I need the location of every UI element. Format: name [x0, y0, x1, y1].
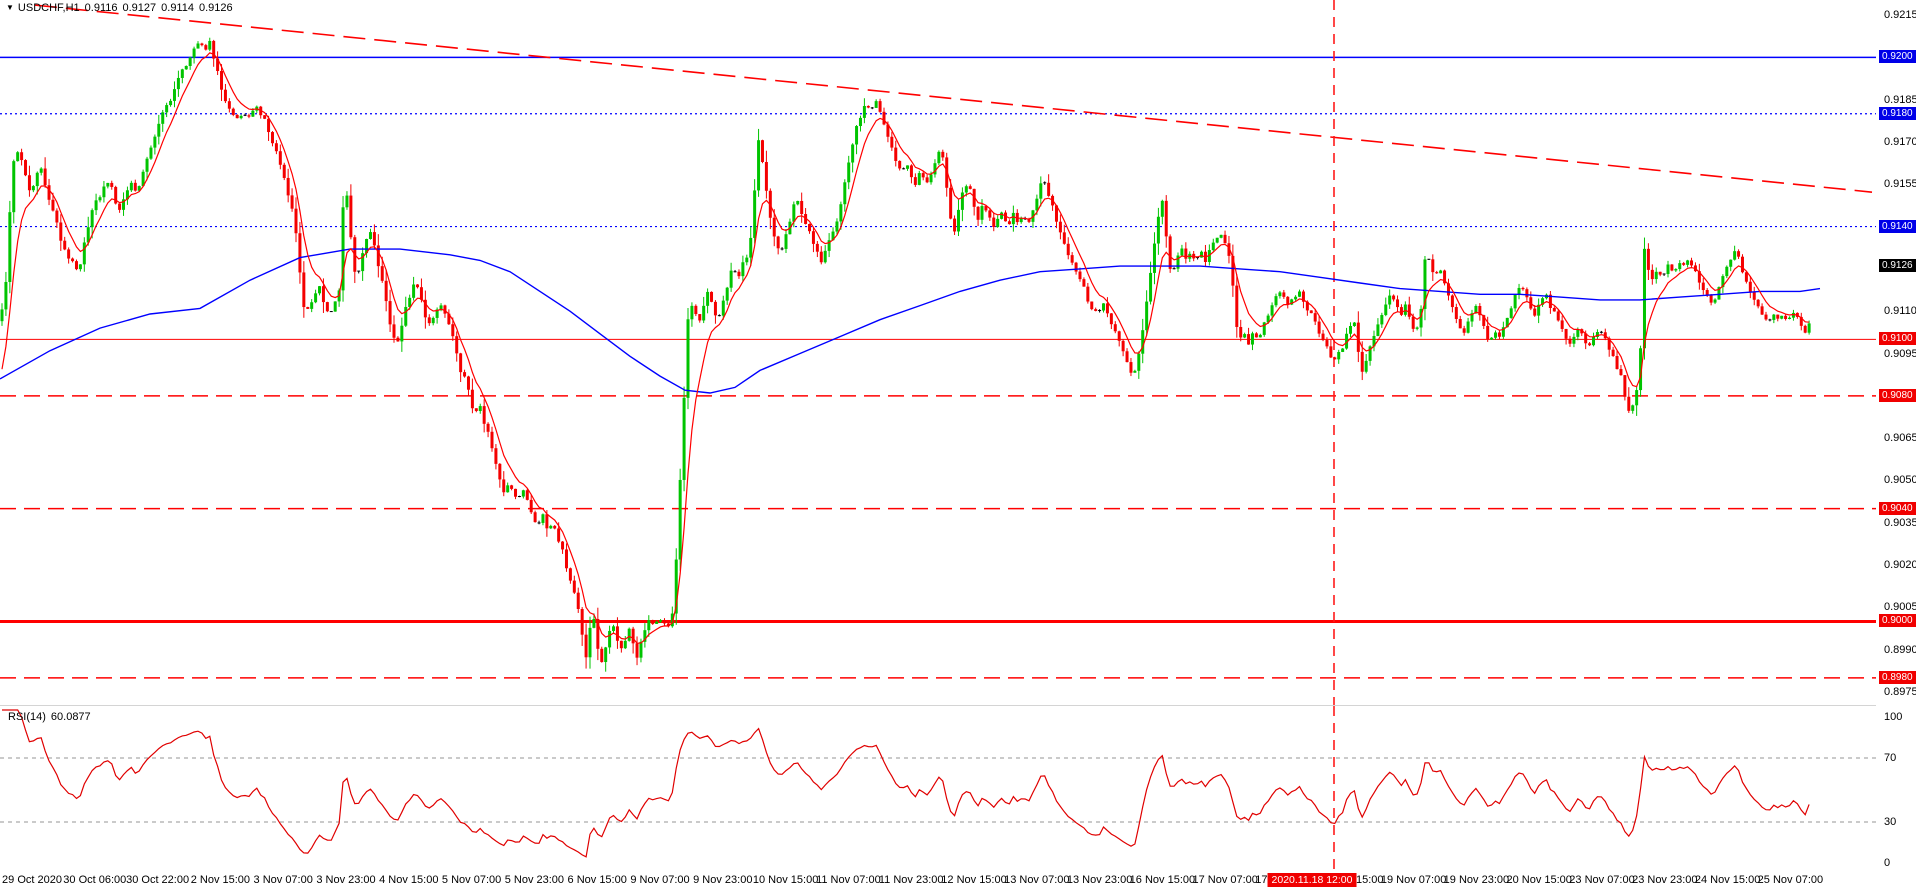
- price-axis-label: 0.9035: [1884, 516, 1916, 529]
- time-axis-label: 29 Oct 2020: [2, 874, 62, 886]
- rsi-axis-label: 100: [1884, 711, 1903, 723]
- time-axis-label: 9 Nov 07:00: [630, 874, 690, 886]
- time-axis-label: 13 Nov 23:00: [1066, 874, 1133, 886]
- time-axis-label: 24 Nov 15:00: [1694, 874, 1761, 886]
- ma-fast-line[interactable]: [1, 52, 1810, 644]
- price-level-badge-0.9180: 0.9180: [1879, 106, 1916, 120]
- ohlc-high: 0.9127: [122, 2, 157, 14]
- price-axis-label: 0.8990: [1884, 643, 1916, 656]
- price-axis-label: 0.9020: [1884, 559, 1916, 572]
- time-axis-label: 30 Oct 22:00: [126, 874, 190, 886]
- price-level-badge-0.9000: 0.9000: [1879, 614, 1916, 628]
- price-axis-label: 0.8975: [1884, 686, 1916, 699]
- time-axis-label: 11 Nov 07:00: [816, 874, 881, 886]
- time-axis-label: 3 Nov 23:00: [316, 874, 376, 886]
- time-axis-label: 30 Oct 06:00: [63, 874, 127, 886]
- time-axis-label: 5 Nov 23:00: [504, 874, 565, 886]
- time-axis-label: 19 Nov 23:00: [1443, 874, 1510, 886]
- ohlc-low: 0.9114: [161, 2, 194, 14]
- price-axis[interactable]: 0.9215 0.9185 0.9170 0.9155 0.9110 0.9095 0.90…: [1876, 0, 1916, 871]
- rsi-line: [2, 709, 1810, 858]
- current-price-badge: 0.9126: [1879, 259, 1916, 273]
- rsi-axis-label: 70: [1884, 752, 1897, 764]
- price-axis-label: 0.9170: [1884, 135, 1916, 148]
- price-levels-layer: [0, 56, 1876, 679]
- price-level-badge-0.9080: 0.9080: [1879, 388, 1916, 402]
- time-axis-label: 11 Nov 23:00: [878, 874, 944, 886]
- time-axis-label: 23 Nov 23:00: [1632, 874, 1698, 886]
- time-axis-label: 5 Nov 07:00: [441, 874, 502, 886]
- time-axis-label: 25 Nov 07:00: [1757, 874, 1824, 886]
- price-axis-label: 0.9110: [1884, 305, 1916, 318]
- rsi-axis-label: 30: [1884, 816, 1897, 828]
- time-axis-label: 12 Nov 15:00: [941, 874, 1007, 886]
- price-axis-label: 0.9095: [1884, 347, 1916, 360]
- time-axis-label: 4 Nov 15:00: [379, 874, 439, 886]
- time-axis-label: 2 Nov 15:00: [190, 874, 251, 886]
- price-axis-label: 0.9155: [1884, 178, 1916, 191]
- price-level-badge-0.9100: 0.9100: [1879, 332, 1916, 346]
- time-axis-label: 3 Nov 07:00: [253, 874, 313, 886]
- rsi-indicator-canvas[interactable]: [0, 706, 1876, 871]
- price-level-badge-0.9140: 0.9140: [1879, 219, 1916, 233]
- price-level-badge-0.9040: 0.9040: [1879, 501, 1916, 515]
- descending-trendline[interactable]: [34, 4, 1873, 193]
- time-axis-label: 9 Nov 23:00: [693, 874, 753, 886]
- time-axis-label: 23 Nov 07:00: [1569, 874, 1635, 886]
- time-axis-label: 19 Nov 07:00: [1380, 874, 1447, 886]
- price-axis-label: 0.9185: [1884, 93, 1916, 106]
- time-axis-label: 17 Nov 07:00: [1192, 874, 1258, 886]
- time-axis-label: 20 Nov 15:00: [1506, 874, 1572, 886]
- price-level-badge-0.8980: 0.8980: [1879, 670, 1916, 684]
- price-level-badge-0.9200: 0.9200: [1879, 50, 1916, 64]
- event-time-badge: 2020.11.18 12:00: [1267, 873, 1357, 887]
- symbol-timeframe-label: USDCHF,H1: [17, 2, 80, 14]
- ma-slow-line[interactable]: [0, 248, 1821, 394]
- rsi-indicator-label: RSI(14) 60.0877: [8, 711, 96, 723]
- ohlc-close: 0.9126: [198, 2, 233, 14]
- price-axis-label: 0.9215: [1884, 9, 1916, 21]
- time-axis-label: 10 Nov 15:00: [752, 874, 819, 886]
- rsi-name: RSI(14): [8, 711, 46, 723]
- ohlc-open: 0.9116: [84, 2, 118, 14]
- time-axis-label: 13 Nov 07:00: [1004, 874, 1070, 886]
- main-chart-canvas[interactable]: [0, 0, 1876, 706]
- price-axis-label: 0.9050: [1884, 474, 1916, 487]
- collapse-chart-icon[interactable]: ▼: [6, 3, 14, 12]
- price-axis-label: 0.9005: [1884, 601, 1916, 614]
- rsi-value: 60.0877: [50, 711, 91, 723]
- price-axis-label: 0.9065: [1884, 432, 1916, 445]
- time-axis-label: 6 Nov 15:00: [567, 874, 627, 886]
- time-axis[interactable]: 29 Oct 2020 30 Oct 06:00 30 Oct 22:00 2 Nov…: [0, 871, 1916, 891]
- candles-layer: [0, 37, 1811, 672]
- rsi-axis-label: 0: [1884, 857, 1891, 869]
- chart-header: ▼ USDCHF,H1 0.9116 0.9127 0.9114 0.9126: [6, 2, 238, 14]
- pane-separator: [0, 705, 1876, 706]
- time-axis-label: 16 Nov 15:00: [1129, 874, 1196, 886]
